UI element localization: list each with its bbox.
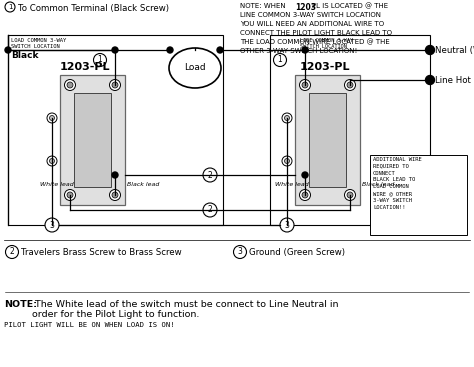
Circle shape [112, 172, 118, 178]
Text: YOU WILL NEED AN ADDITIONAL WIRE TO: YOU WILL NEED AN ADDITIONAL WIRE TO [240, 21, 384, 27]
Circle shape [93, 54, 107, 66]
Circle shape [112, 47, 118, 53]
Circle shape [47, 113, 57, 123]
Text: PL IS LOCATED @ THE: PL IS LOCATED @ THE [312, 3, 388, 10]
Circle shape [67, 82, 73, 88]
Circle shape [300, 189, 310, 200]
Text: 3: 3 [50, 221, 55, 229]
Text: 2: 2 [208, 206, 212, 214]
Circle shape [49, 159, 55, 164]
Bar [309, 93, 346, 187]
Text: THE LOAD COMMON WIRE LOCATED @ THE: THE LOAD COMMON WIRE LOCATED @ THE [240, 39, 390, 46]
Bar [8, 35, 223, 225]
Text: Black lead: Black lead [362, 182, 394, 188]
Text: OTHER 3-WAY SWITCH LOCATION!: OTHER 3-WAY SWITCH LOCATION! [240, 48, 357, 54]
Circle shape [109, 80, 120, 91]
Text: LOAD COMMON 3-WAY: LOAD COMMON 3-WAY [11, 38, 66, 43]
Text: White lead: White lead [275, 182, 309, 188]
Circle shape [302, 82, 308, 88]
Text: ADDITIONAL WIRE
REQUIRED TO
CONNECT
BLACK LEAD TO
LOAD COMMON
WIRE @ OTHER
3-WAY: ADDITIONAL WIRE REQUIRED TO CONNECT BLAC… [373, 157, 422, 210]
Circle shape [112, 192, 118, 198]
Text: 2: 2 [9, 247, 14, 257]
Circle shape [6, 246, 18, 258]
Circle shape [345, 189, 356, 200]
Bar [74, 93, 111, 187]
Text: SWITCH LOCATION: SWITCH LOCATION [300, 44, 347, 49]
Circle shape [49, 116, 55, 120]
Text: NOTE: WHEN: NOTE: WHEN [240, 3, 286, 9]
Circle shape [234, 246, 246, 258]
Text: 1: 1 [98, 55, 102, 65]
Text: Line Hot (Black): Line Hot (Black) [435, 76, 474, 84]
Text: Load: Load [184, 63, 206, 73]
Text: The White lead of the switch must be connect to Line Neutral in
order for the Pi: The White lead of the switch must be con… [32, 300, 338, 319]
Circle shape [280, 218, 294, 232]
Circle shape [167, 47, 173, 53]
Circle shape [284, 159, 290, 164]
Bar [270, 35, 430, 225]
Bar [60, 75, 125, 205]
Ellipse shape [169, 48, 221, 88]
Circle shape [109, 189, 120, 200]
Text: Black lead: Black lead [127, 182, 159, 188]
Circle shape [5, 2, 15, 12]
Circle shape [345, 80, 356, 91]
Circle shape [347, 192, 353, 198]
Text: 1: 1 [8, 4, 12, 10]
Text: 3: 3 [284, 221, 290, 229]
Circle shape [284, 116, 290, 120]
Circle shape [300, 80, 310, 91]
Text: Neutral (White): Neutral (White) [435, 46, 474, 55]
Text: LINE COMMON 3-WAY SWITCH LOCATION: LINE COMMON 3-WAY SWITCH LOCATION [240, 12, 381, 18]
Text: SWITCH LOCATION: SWITCH LOCATION [11, 44, 60, 49]
Circle shape [426, 46, 435, 55]
Text: 3: 3 [237, 247, 242, 257]
Text: To Common Terminal (Black Screw): To Common Terminal (Black Screw) [18, 4, 169, 13]
Text: NOTE:: NOTE: [4, 300, 37, 309]
Circle shape [203, 168, 217, 182]
Circle shape [282, 113, 292, 123]
Text: Black: Black [11, 51, 38, 60]
Circle shape [217, 47, 223, 53]
Text: White lead: White lead [40, 182, 74, 188]
Bar [370, 155, 467, 235]
Text: 2: 2 [208, 171, 212, 179]
Circle shape [347, 82, 353, 88]
Circle shape [47, 156, 57, 166]
Circle shape [302, 47, 308, 53]
Circle shape [282, 156, 292, 166]
Text: 1203-PL: 1203-PL [60, 62, 110, 72]
Circle shape [426, 76, 435, 84]
Text: 1203: 1203 [295, 3, 316, 12]
Text: Ground (Green Screw): Ground (Green Screw) [249, 248, 345, 257]
Circle shape [112, 82, 118, 88]
Circle shape [5, 47, 11, 53]
Circle shape [302, 172, 308, 178]
Circle shape [302, 192, 308, 198]
Circle shape [273, 54, 286, 66]
Text: CONNECT THE PILOT LIGHT BLACK LEAD TO: CONNECT THE PILOT LIGHT BLACK LEAD TO [240, 30, 392, 36]
Text: 1203-PL: 1203-PL [300, 62, 350, 72]
Bar [295, 75, 360, 205]
Text: PILOT LIGHT WILL BE ON WHEN LOAD IS ON!: PILOT LIGHT WILL BE ON WHEN LOAD IS ON! [4, 322, 174, 328]
Circle shape [64, 189, 75, 200]
Circle shape [67, 192, 73, 198]
Circle shape [45, 218, 59, 232]
Text: 1: 1 [278, 55, 283, 65]
Circle shape [64, 80, 75, 91]
Text: Travelers Brass Screw to Brass Screw: Travelers Brass Screw to Brass Screw [21, 248, 182, 257]
Circle shape [203, 203, 217, 217]
Text: LINE COMMON 3-WAY: LINE COMMON 3-WAY [300, 38, 353, 43]
